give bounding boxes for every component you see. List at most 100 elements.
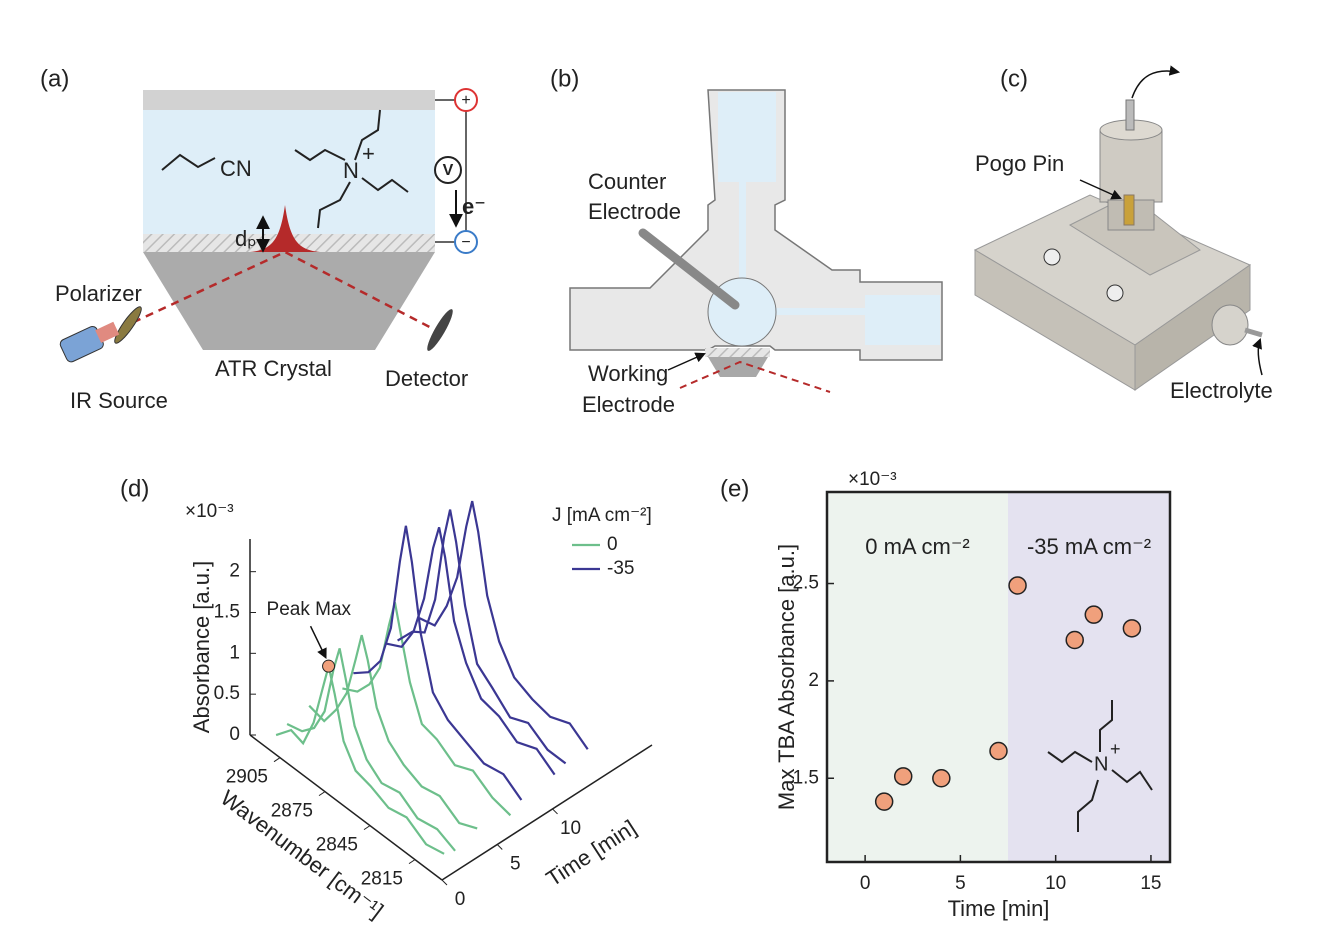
anode-label: + [461, 92, 470, 109]
tba-molecule [1047, 700, 1153, 832]
point [932, 769, 951, 788]
bond [1047, 750, 1093, 764]
panel-label: (c) [1000, 65, 1028, 92]
x-tick [408, 859, 416, 865]
cathode [454, 230, 478, 254]
electron-label: e⁻ [462, 194, 486, 219]
region-label: -35 mA cm⁻² [1027, 534, 1151, 559]
x-tick-label: 10 [1045, 873, 1066, 894]
screw [1043, 248, 1061, 266]
point [1084, 605, 1104, 624]
axis-multiplier: ×10⁻³ [185, 501, 234, 522]
annotation-arrow [309, 625, 327, 660]
top-plate [143, 90, 435, 110]
bond [1099, 700, 1113, 752]
y-tick-label: 2 [808, 670, 819, 691]
annotation: Peak Max [267, 599, 352, 620]
y-tick-label: 0 [455, 889, 466, 910]
block-side [1134, 264, 1251, 391]
acrylonitrile [161, 153, 216, 171]
nitrile-label: CN [220, 156, 252, 181]
axis-multiplier: ×10⁻³ [848, 469, 897, 490]
y-tick-label: 10 [560, 818, 581, 839]
panel-a: (a) Polarizer IR Source ATR Crystal Dete… [40, 65, 486, 412]
ir-source-label: IR Source [70, 388, 168, 413]
point [989, 741, 1008, 761]
working-label: Electrode [582, 392, 675, 417]
pogo-pin [1123, 194, 1135, 226]
voltmeter [434, 156, 462, 184]
inlet-tube [1244, 327, 1263, 338]
z-tick-label: 1.5 [214, 602, 240, 623]
evanescent-wave [250, 205, 320, 252]
detector [427, 309, 453, 351]
molecule-atom: N [1094, 753, 1108, 775]
spectrum-line [353, 525, 523, 801]
bond [1111, 769, 1153, 791]
spectrum-line [275, 665, 445, 855]
spectrum-line [342, 602, 512, 817]
counter-label: Electrode [588, 199, 681, 224]
outflow-arrow [1131, 65, 1181, 99]
spectrum-line [286, 648, 456, 852]
bond [1077, 779, 1099, 832]
legend-label: -35 [607, 558, 634, 579]
legend-label: 0 [607, 534, 618, 555]
channel [739, 182, 746, 282]
x-tick [363, 825, 371, 831]
z-tick-label: 0.5 [214, 683, 240, 704]
polarizer-label: Polarizer [55, 281, 142, 306]
spectrum-line [308, 634, 478, 830]
working-electrode [705, 348, 770, 357]
atr-crystal [143, 252, 435, 350]
x-tick [318, 791, 326, 797]
point [874, 792, 894, 811]
circuit [435, 99, 467, 243]
inflow-arrow [1252, 338, 1263, 376]
y-tick [496, 844, 503, 850]
y-axis [441, 744, 653, 881]
wire [1125, 99, 1135, 131]
x-axis-label: Time [min] [948, 896, 1050, 921]
z-tick-label: 1 [229, 642, 240, 663]
inlet [1211, 304, 1249, 346]
beam [679, 360, 831, 393]
y-axis-label: Time [min] [542, 815, 641, 891]
panel-label: (e) [720, 475, 749, 502]
point [1122, 619, 1142, 638]
working-label: Working [588, 361, 668, 386]
side-port [865, 295, 940, 345]
panel-c: (c) Pogo Pin Electrolyte [973, 65, 1273, 403]
y-tick-label: 5 [510, 853, 521, 874]
spectrum-line [397, 509, 567, 765]
molecule-charge: + [1110, 739, 1121, 759]
z-tick-label: 0 [229, 724, 240, 745]
polarizer [114, 306, 142, 344]
panel-label: (a) [40, 65, 69, 92]
point [1065, 630, 1084, 650]
x-tick [273, 757, 281, 763]
x-tick-label: 2875 [271, 801, 313, 822]
panel-label: (d) [120, 475, 149, 502]
y-tick-label: 2.5 [793, 573, 819, 594]
pin-holder [1099, 129, 1163, 203]
beam [94, 250, 446, 342]
top-channel [718, 92, 776, 182]
y-tick-label: 1.5 [793, 767, 819, 788]
charge: + [362, 141, 375, 166]
point [1008, 576, 1027, 595]
region-label: 0 mA cm⁻² [865, 534, 970, 559]
z-tick-label: 2 [229, 561, 240, 582]
x-axis [249, 734, 443, 881]
legend-title: J [mA cm⁻²] [552, 505, 652, 526]
x-tick-label: 5 [955, 873, 966, 894]
x-tick-label: 2905 [226, 767, 268, 788]
anode [454, 88, 478, 112]
ir-source [59, 321, 120, 363]
x-tick-label: 15 [1140, 873, 1161, 894]
nitrogen: N [343, 158, 359, 183]
tba-molecule [294, 109, 409, 229]
counter-label: Counter [588, 169, 666, 194]
region [827, 492, 1009, 862]
